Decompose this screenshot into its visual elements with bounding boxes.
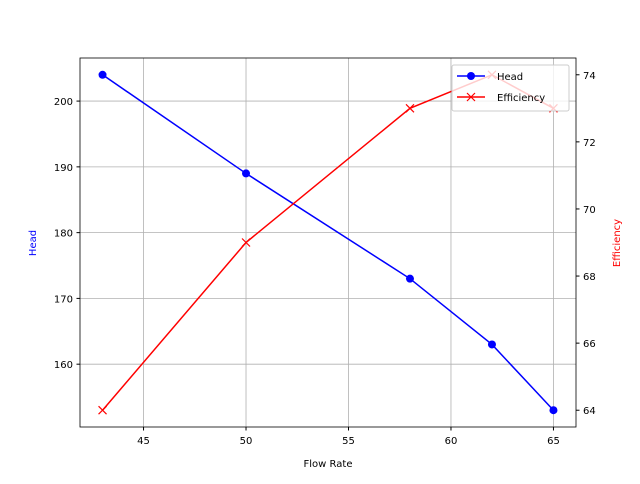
y-tick-label: 190 — [54, 163, 73, 174]
y-tick-label: 170 — [54, 294, 73, 305]
series-line-efficiency — [101, 73, 554, 411]
plot-frame — [79, 57, 577, 428]
x-axis-label: Flow Rate — [304, 459, 353, 470]
data-point — [242, 169, 251, 178]
series-line-head — [102, 74, 555, 411]
y2-tick-label: 74 — [583, 71, 596, 82]
x-tick-label: 45 — [137, 436, 150, 447]
y2-tick-label: 72 — [583, 138, 596, 149]
y2-tick-label: 68 — [583, 272, 596, 283]
legend-label: Head — [497, 72, 523, 83]
x-tick-label: 50 — [240, 436, 253, 447]
y2-axis-label: Efficiency — [612, 219, 623, 267]
y-tick-label: 160 — [54, 360, 73, 371]
y-tick-label: 200 — [54, 97, 73, 108]
x-tick-label: 60 — [445, 436, 458, 447]
legend-marker — [466, 92, 476, 102]
x-tick-label: 65 — [547, 436, 560, 447]
legend-marker — [467, 72, 475, 80]
y2-tick-label: 64 — [583, 406, 596, 417]
data-point — [487, 340, 496, 349]
y-tick-label: 180 — [54, 229, 73, 240]
data-point — [241, 238, 251, 247]
data-point — [98, 405, 107, 415]
data-point — [405, 274, 414, 283]
x-tick-label: 55 — [342, 436, 355, 447]
data-point — [98, 70, 107, 79]
data-point — [549, 406, 558, 415]
y2-tick-label: 66 — [583, 339, 596, 350]
data-point — [405, 103, 415, 113]
y2-tick-label: 70 — [583, 205, 596, 216]
legend-label: Efficiency — [497, 93, 545, 104]
y-axis-label: Head — [28, 230, 39, 256]
